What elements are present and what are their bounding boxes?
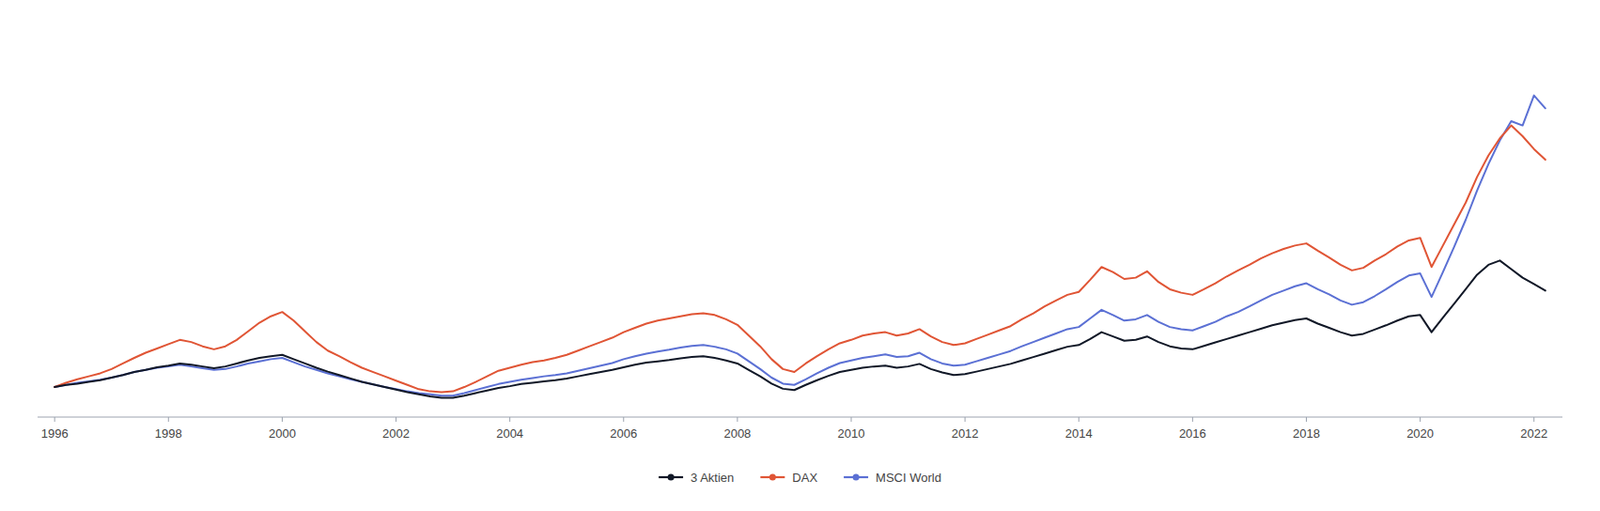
x-tick xyxy=(1533,417,1535,422)
chart: 1996 1998 2000 2002 2004 2006 2008 2010 2012 2014… xyxy=(0,0,1600,511)
x-tick-label: 2006 xyxy=(609,426,637,441)
legend-item: 3 Aktien xyxy=(658,470,734,485)
x-tick-label: 2016 xyxy=(1179,426,1207,441)
x-tick xyxy=(1419,417,1421,422)
x-tick xyxy=(281,417,283,422)
legend-label: DAX xyxy=(792,470,818,485)
x-tick-label: 1998 xyxy=(155,426,183,441)
legend-label: MSCI World xyxy=(875,470,942,485)
x-tick-label: 2004 xyxy=(496,426,524,441)
x-tick-label: 2020 xyxy=(1406,426,1434,441)
series-group xyxy=(54,95,1546,399)
x-tick xyxy=(1078,417,1080,422)
series-line xyxy=(54,125,1546,393)
x-tick-label: 2002 xyxy=(382,426,410,441)
legend-marker xyxy=(853,474,860,482)
legend: 3 Aktien DAX MSCI World xyxy=(658,470,942,485)
x-tick-label: 2018 xyxy=(1292,426,1321,441)
x-axis-line xyxy=(37,417,1563,419)
x-tick-label: 2014 xyxy=(1065,426,1093,441)
x-tick xyxy=(622,417,624,422)
x-tick-label: 2010 xyxy=(838,426,866,441)
series-line xyxy=(54,260,1546,398)
x-tick xyxy=(54,417,56,422)
x-tick-label: 2012 xyxy=(951,426,979,441)
legend-marker xyxy=(667,474,675,482)
x-tick xyxy=(168,417,170,422)
x-tick xyxy=(509,417,511,422)
series-line xyxy=(54,95,1546,397)
x-tick xyxy=(1305,417,1307,422)
x-tick-label: 2022 xyxy=(1520,426,1548,441)
x-tick-label: 2008 xyxy=(723,426,751,441)
x-tick-label: 1996 xyxy=(41,426,69,441)
x-tick xyxy=(736,417,738,422)
legend-item: DAX xyxy=(760,470,818,485)
legend-marker xyxy=(769,474,777,482)
legend-label: 3 Aktien xyxy=(690,470,734,485)
legend-item: MSCI World xyxy=(843,470,942,485)
x-tick xyxy=(1192,417,1194,422)
x-tick xyxy=(395,417,397,422)
x-tick-label: 2000 xyxy=(268,426,296,441)
x-tick xyxy=(851,417,853,422)
x-tick xyxy=(964,417,966,422)
